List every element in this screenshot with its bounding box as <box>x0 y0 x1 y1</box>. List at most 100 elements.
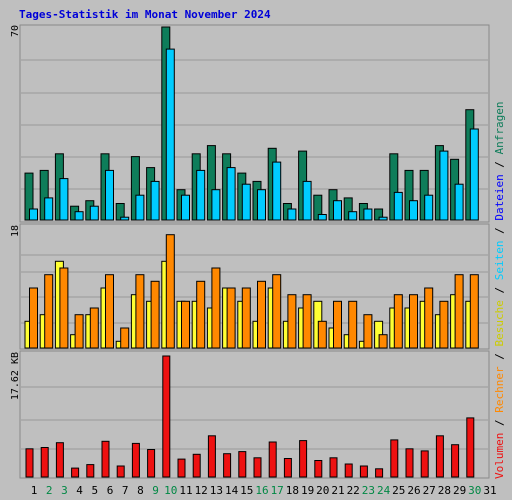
x-tick-day-1: 1 <box>31 484 38 497</box>
bar-rechner-day-9 <box>150 280 160 349</box>
legend: Volumen / Rechner / Besuche / Seiten / D… <box>493 101 506 479</box>
bar-dateien-day-11 <box>181 194 190 221</box>
bar-dateien-day-26 <box>409 200 418 221</box>
legend-item-8: Dateien <box>493 174 506 220</box>
bar-volumen-day-22 <box>344 463 353 478</box>
x-tick-day-2: 2 <box>46 484 53 497</box>
bar-rechner-day-21 <box>333 300 342 349</box>
bars <box>24 26 479 478</box>
bar-volumen-day-24 <box>375 468 384 478</box>
bar-volumen-day-4 <box>71 467 80 478</box>
bar-rechner-day-1 <box>29 287 38 349</box>
bar-volumen-day-7 <box>116 465 125 478</box>
x-tick-day-15: 15 <box>240 484 253 497</box>
bar-rechner-day-24 <box>378 334 388 349</box>
x-tick-day-25: 25 <box>392 484 405 497</box>
x-tick-day-16: 16 <box>255 484 268 497</box>
legend-item-0: Volumen <box>493 433 506 479</box>
bar-volumen-day-1 <box>25 448 34 478</box>
bar-volumen-day-28 <box>435 435 444 478</box>
x-tick-day-6: 6 <box>107 484 114 497</box>
x-tick-day-3: 3 <box>61 484 68 497</box>
bar-dateien-day-21 <box>333 200 342 221</box>
bar-dateien-day-4 <box>74 211 84 221</box>
bar-dateien-day-25 <box>393 191 403 221</box>
bar-rechner-day-4 <box>74 314 84 349</box>
x-tick-day-21: 21 <box>331 484 344 497</box>
bar-dateien-day-16 <box>257 189 266 221</box>
x-tick-day-13: 13 <box>210 484 223 497</box>
x-tick-day-27: 27 <box>423 484 436 497</box>
bar-volumen-day-29 <box>451 444 460 478</box>
bar-volumen-day-21 <box>329 457 338 478</box>
bar-dateien-day-19 <box>302 180 312 221</box>
x-tick-day-26: 26 <box>407 484 420 497</box>
bar-dateien-day-30 <box>469 128 479 221</box>
x-tick-day-30: 30 <box>468 484 481 497</box>
bar-dateien-day-29 <box>454 183 464 221</box>
bar-rechner-day-11 <box>181 300 190 349</box>
chart-title: Tages-Statistik im Monat November 2024 <box>19 8 271 21</box>
x-tick-day-4: 4 <box>76 484 83 497</box>
bar-rechner-day-17 <box>272 274 282 349</box>
bar-rechner-day-7 <box>120 327 130 349</box>
bar-dateien-day-5 <box>89 205 99 221</box>
bar-volumen-day-14 <box>223 453 232 478</box>
x-tick-day-20: 20 <box>316 484 329 497</box>
bar-volumen-day-13 <box>207 435 216 478</box>
bar-volumen-day-16 <box>253 457 262 478</box>
bar-volumen-day-2 <box>40 447 49 478</box>
x-tick-day-14: 14 <box>225 484 239 497</box>
bar-dateien-day-22 <box>348 211 358 221</box>
x-tick-day-7: 7 <box>122 484 129 497</box>
bar-rechner-day-5 <box>89 307 99 349</box>
bar-volumen-day-23 <box>359 465 368 478</box>
bar-volumen-day-9 <box>147 449 156 478</box>
bar-volumen-day-15 <box>238 451 247 478</box>
y-max-labels: 70 18 17.62 KB <box>10 25 21 400</box>
bar-dateien-day-17 <box>272 161 282 221</box>
x-tick-labels: 1 2 3 4 5 6 7 8 9 10 11 12 13 14 15 16 17 18 19 20 21 22 23 24 2… <box>31 484 497 497</box>
bar-dateien-day-23 <box>363 208 373 221</box>
bar-dateien-day-20 <box>317 214 327 221</box>
bar-dateien-day-15 <box>241 183 251 221</box>
x-tick-day-24: 24 <box>377 484 391 497</box>
bar-dateien-day-10 <box>165 48 175 221</box>
x-tick-day-8: 8 <box>137 484 144 497</box>
bar-dateien-day-9 <box>150 180 160 221</box>
bar-rechner-day-16 <box>257 280 266 349</box>
legend-item-6: Seiten <box>493 241 506 281</box>
x-tick-day-18: 18 <box>286 484 299 497</box>
x-tick-day-5: 5 <box>91 484 98 497</box>
bar-dateien-day-18 <box>287 208 297 221</box>
legend-item-4: Besuche <box>493 300 506 346</box>
bar-rechner-day-20 <box>317 320 327 349</box>
bar-volumen-day-12 <box>192 453 201 478</box>
bar-rechner-day-30 <box>469 274 479 349</box>
bar-rechner-day-28 <box>439 300 449 349</box>
bar-volumen-day-11 <box>177 458 186 478</box>
legend-item-3: / <box>493 347 506 367</box>
bar-rechner-day-2 <box>44 274 54 349</box>
bar-rechner-day-3 <box>59 267 69 349</box>
bar-volumen-day-3 <box>55 442 64 478</box>
bar-dateien-day-13 <box>211 189 221 221</box>
bar-rechner-day-13 <box>211 267 221 349</box>
bar-rechner-day-19 <box>302 294 312 349</box>
x-tick-day-23: 23 <box>362 484 375 497</box>
bar-rechner-day-15 <box>241 287 251 349</box>
bar-volumen-day-10 <box>162 355 171 478</box>
bar-rechner-day-14 <box>226 287 236 349</box>
legend-item-2: Rechner <box>493 366 506 413</box>
bar-volumen-day-17 <box>268 441 277 478</box>
bar-dateien-day-12 <box>196 169 206 221</box>
x-tick-day-9: 9 <box>152 484 159 497</box>
y-max-label-bottom: 17.62 KB <box>10 352 21 400</box>
bar-dateien-day-2 <box>44 197 54 221</box>
bar-volumen-day-27 <box>420 450 429 478</box>
bar-rechner-day-6 <box>105 274 114 349</box>
bar-dateien-day-6 <box>105 169 114 221</box>
x-tick-day-28: 28 <box>438 484 451 497</box>
bar-rechner-day-8 <box>135 274 145 349</box>
bar-dateien-day-28 <box>439 150 449 221</box>
